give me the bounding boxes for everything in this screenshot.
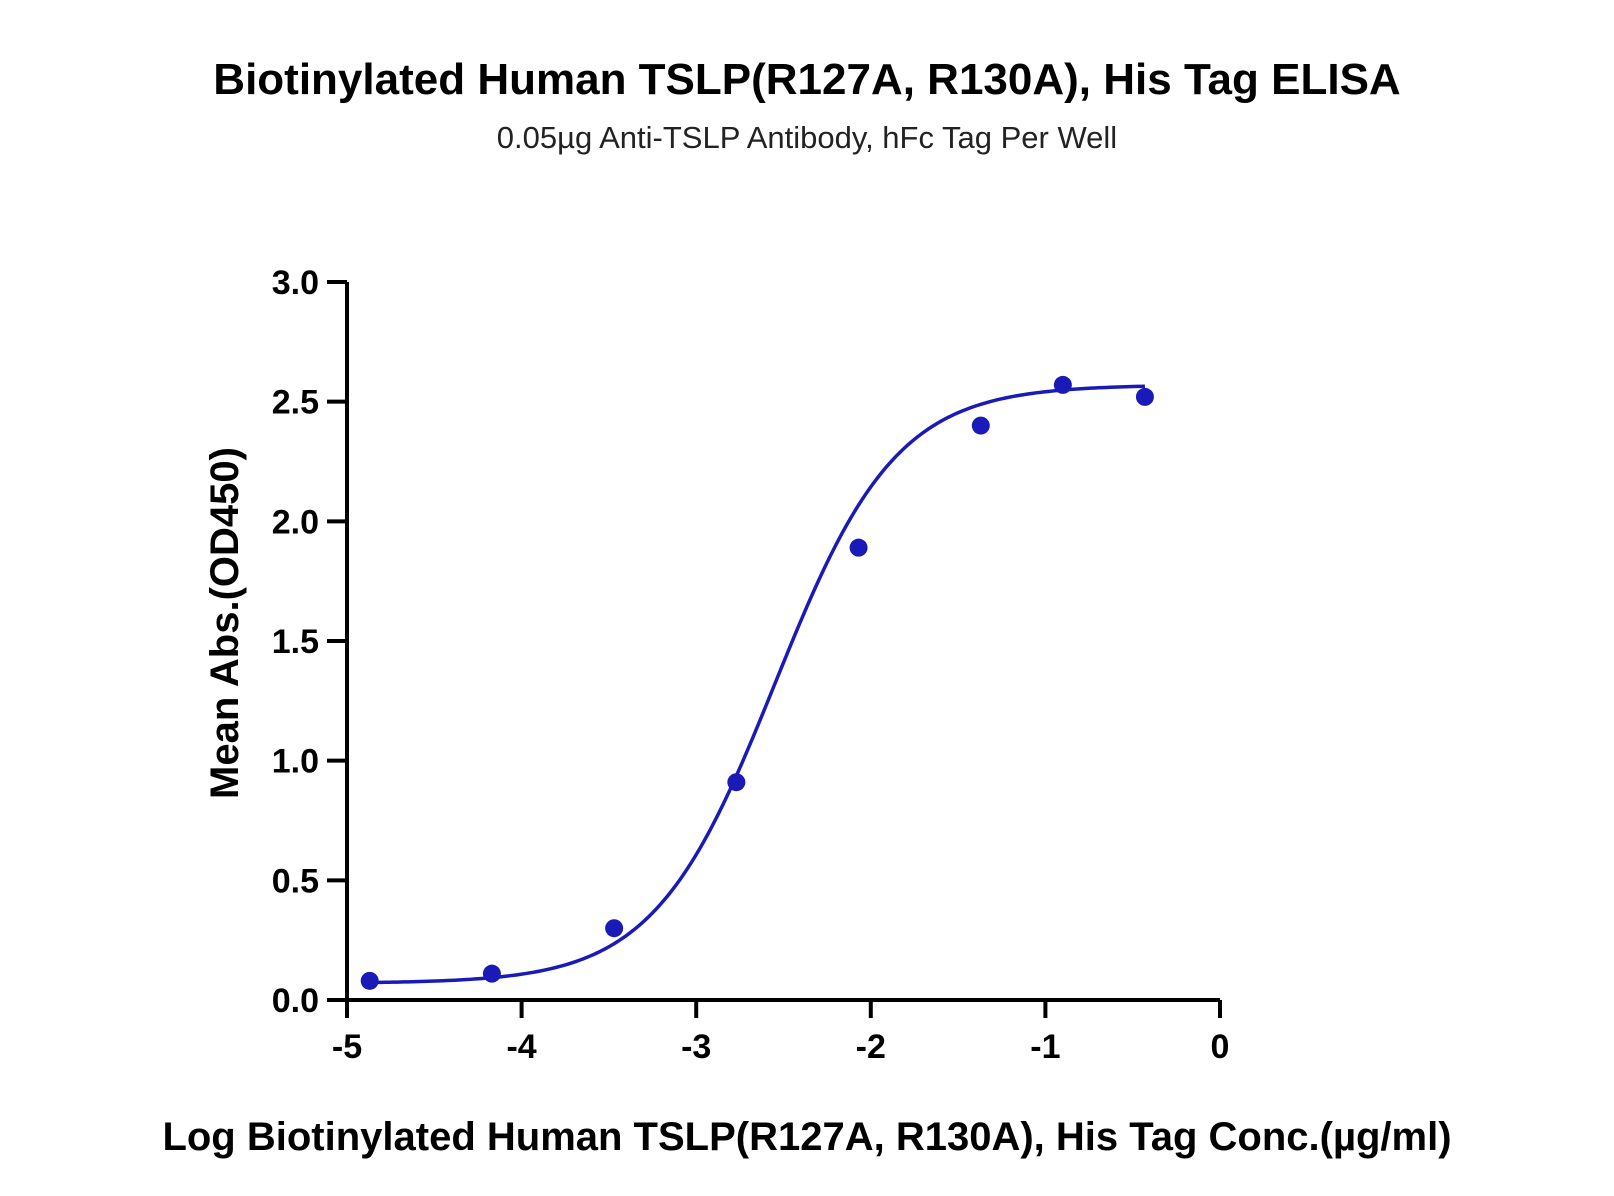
data-point bbox=[1053, 375, 1072, 394]
x-tick-label: -4 bbox=[506, 1028, 536, 1066]
x-tick-label: -5 bbox=[332, 1028, 362, 1066]
data-point bbox=[482, 964, 501, 983]
y-tick-label: 0.5 bbox=[272, 862, 319, 900]
y-tick-label: 3.0 bbox=[272, 264, 319, 302]
fit-curve bbox=[369, 384, 1145, 985]
y-tick-label: 1.5 bbox=[272, 623, 319, 661]
data-point bbox=[1135, 387, 1154, 406]
x-tick-label: -1 bbox=[1030, 1028, 1060, 1066]
x-axis-label: Log Biotinylated Human TSLP(R127A, R130A… bbox=[162, 1115, 1451, 1159]
x-tick-label: -2 bbox=[856, 1028, 886, 1066]
y-tick-label: 0.0 bbox=[272, 982, 319, 1020]
y-tick-label: 1.0 bbox=[272, 743, 319, 781]
y-tick-label: 2.0 bbox=[272, 503, 319, 541]
x-tick-label: -3 bbox=[681, 1028, 711, 1066]
axes: 0.0 0.5 1.0 1.5 2.0 2.5 3.0 -5 -4 -3 -2 -1 0 bbox=[272, 264, 1230, 1066]
data-point bbox=[605, 919, 624, 938]
y-tick-label: 2.5 bbox=[272, 384, 319, 422]
data-point bbox=[849, 538, 868, 557]
data-point bbox=[360, 971, 379, 990]
chart-subtitle: 0.05µg Anti-TSLP Antibody, hFc Tag Per W… bbox=[497, 120, 1117, 155]
data-point bbox=[727, 773, 746, 792]
chart-title: Biotinylated Human TSLP(R127A, R130A), H… bbox=[213, 55, 1400, 104]
x-ticks: -5 -4 -3 -2 -1 0 bbox=[332, 1000, 1230, 1066]
data-points bbox=[360, 375, 1154, 990]
y-axis-label: Mean Abs.(OD450) bbox=[203, 447, 247, 799]
data-point bbox=[971, 416, 990, 435]
y-ticks: 0.0 0.5 1.0 1.5 2.0 2.5 3.0 bbox=[272, 264, 347, 1020]
x-tick-label: 0 bbox=[1211, 1028, 1230, 1066]
